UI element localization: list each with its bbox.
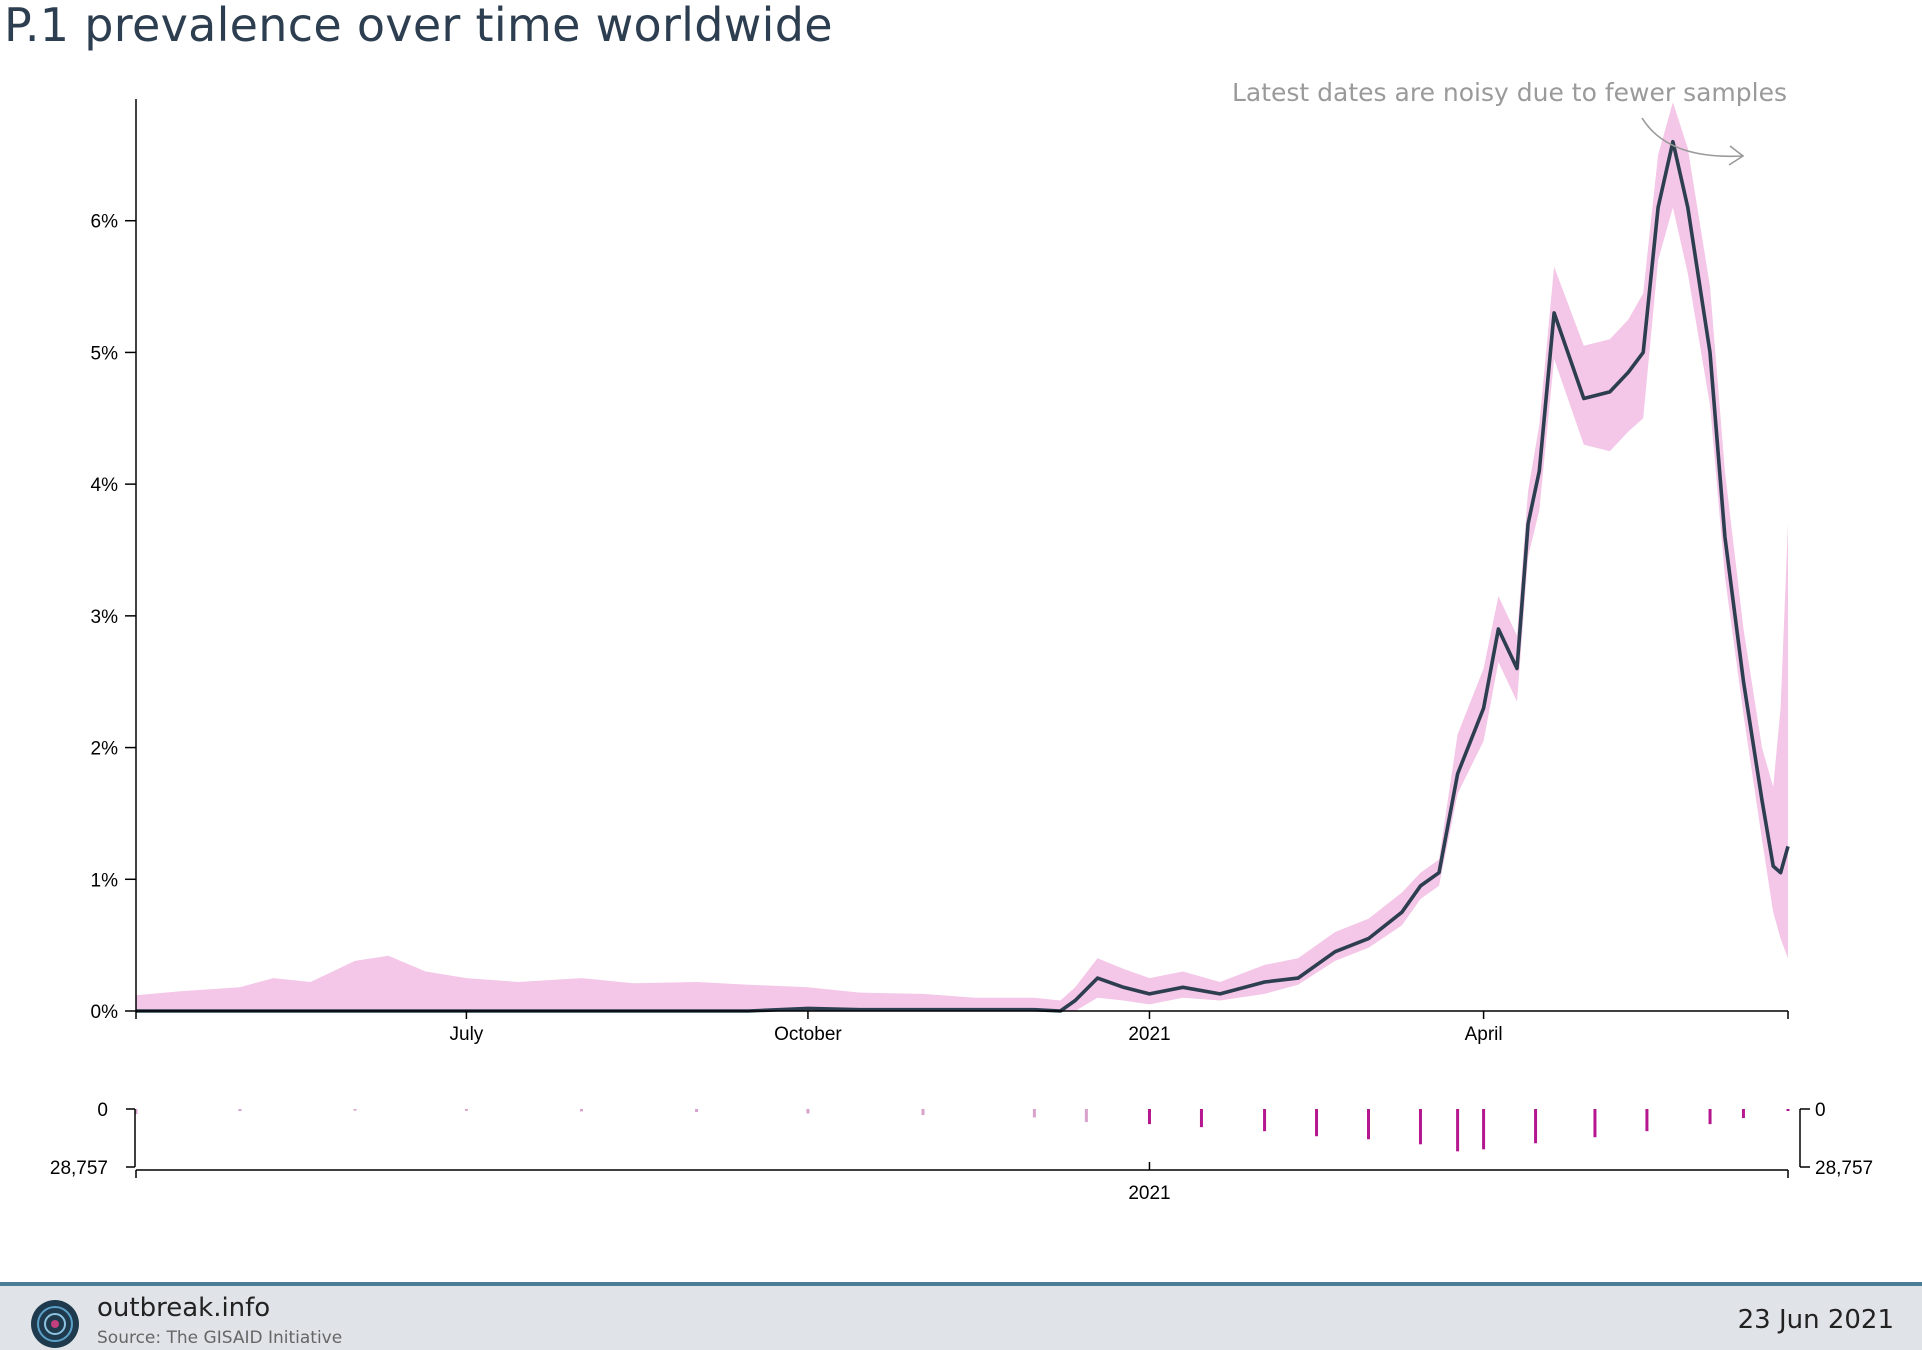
- bars-y-tick-label: 28,757: [50, 1158, 108, 1179]
- noise-annotation: Latest dates are noisy due to fewer samp…: [1232, 78, 1787, 166]
- sequence-count-bar: [1084, 1109, 1088, 1123]
- sequence-count-bar: [1367, 1109, 1371, 1140]
- sequence-count-bar: [1534, 1109, 1538, 1144]
- bars-y-tick-label: 0: [97, 1100, 108, 1121]
- sequence-count-axes: 0 28,757 0 28,757 2021: [50, 1100, 1873, 1204]
- confidence-band-layer: [136, 102, 1788, 1011]
- annotation-arrow: [1641, 117, 1743, 158]
- x-tick-label: 2021: [1128, 1024, 1170, 1045]
- x-tick-label: July: [450, 1024, 484, 1045]
- sequence-count-bar: [695, 1109, 699, 1113]
- sequence-count-bar: [1708, 1109, 1712, 1125]
- page-title: P.1 prevalence over time worldwide: [4, 0, 833, 52]
- y-tick-label: 6%: [91, 212, 119, 233]
- sequence-count-bar: [921, 1109, 925, 1116]
- y-tick-label: 0%: [91, 1002, 119, 1023]
- bars-y-tick-label: 28,757: [1815, 1158, 1873, 1179]
- y-tick-label: 5%: [91, 343, 119, 364]
- sequence-count-bar: [1482, 1109, 1486, 1150]
- report-date: 23 Jun 2021: [1737, 1305, 1894, 1335]
- y-tick-label: 1%: [91, 870, 119, 891]
- y-tick-label: 2%: [91, 739, 119, 760]
- sequence-count-bar: [1593, 1109, 1597, 1138]
- sequence-count-bar: [134, 1109, 138, 1115]
- site-name[interactable]: outbreak.info: [97, 1293, 271, 1323]
- sequence-count-bar: [1032, 1109, 1036, 1118]
- sequence-count-bar: [1263, 1109, 1267, 1132]
- bars-x-tick-label: 2021: [1128, 1183, 1170, 1204]
- bars-y-tick-label: 0: [1815, 1100, 1826, 1121]
- y-tick-label: 3%: [91, 607, 119, 628]
- prevalence-line: [136, 139, 1790, 1013]
- x-tick-label: October: [774, 1024, 842, 1045]
- confidence-band: [136, 102, 1788, 1011]
- annotation-text: Latest dates are noisy due to fewer samp…: [1232, 78, 1787, 107]
- x-tick-label: April: [1465, 1024, 1503, 1045]
- data-source: Source: The GISAID Initiative: [97, 1328, 343, 1348]
- annotation-arrowhead: [1728, 145, 1745, 166]
- sequence-count-bar: [238, 1109, 242, 1112]
- sequence-count-bar: [1741, 1109, 1745, 1119]
- outbreak-logo-icon[interactable]: [30, 1299, 80, 1349]
- sequence-count-bar: [353, 1109, 357, 1111]
- sequence-count-bar: [806, 1109, 810, 1114]
- y-tick-label: 4%: [91, 475, 119, 496]
- sequence-count-bar: [464, 1109, 468, 1111]
- footer: outbreak.info Source: The GISAID Initiat…: [0, 1282, 1922, 1350]
- sequence-count-bar: [1645, 1109, 1649, 1132]
- prevalence-line-layer: [136, 139, 1790, 1013]
- main-axes: 0% 1% 2% 3% 4% 5% 6% July October 2021 April: [91, 99, 1789, 1045]
- sequence-count-bars: [134, 1109, 1790, 1152]
- sequence-count-bar: [579, 1109, 583, 1112]
- sequence-count-bar: [1418, 1109, 1422, 1145]
- sequence-count-bar: [1786, 1109, 1790, 1112]
- sequence-count-bar: [1315, 1109, 1319, 1137]
- sequence-count-bar: [1456, 1109, 1460, 1152]
- sequence-count-bar: [1199, 1109, 1203, 1128]
- prevalence-chart: 0% 1% 2% 3% 4% 5% 6% July October 2021 April Lates…: [50, 78, 1873, 1204]
- sequence-count-bar: [1147, 1109, 1151, 1125]
